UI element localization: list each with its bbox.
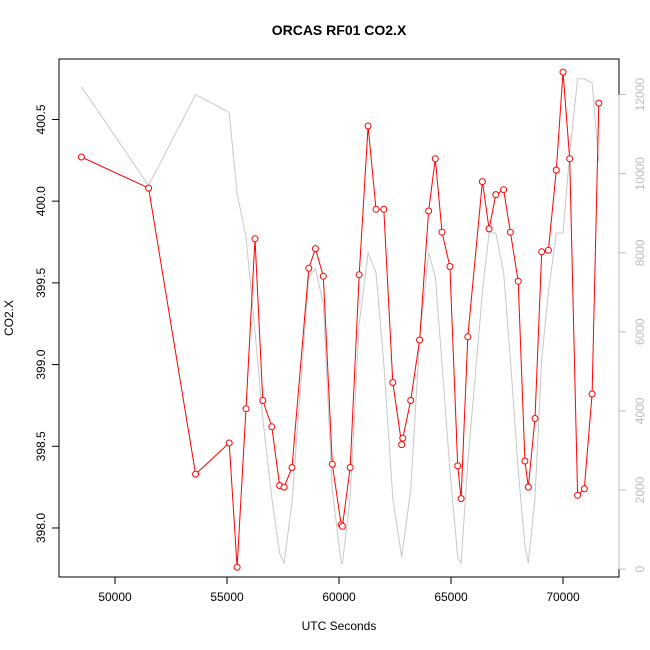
co2-point — [559, 68, 567, 76]
co2-point — [280, 483, 288, 491]
y-tick-label: 400.5 — [34, 104, 48, 134]
altitude-line — [80, 78, 600, 566]
co2-point — [524, 483, 532, 491]
y2-tick-label: 0 — [633, 565, 647, 572]
co2-series — [77, 68, 603, 571]
co2-point — [454, 462, 462, 470]
co2-point — [544, 246, 552, 254]
co2-point — [425, 207, 433, 215]
co2-point — [407, 397, 415, 404]
co2-point — [500, 186, 508, 194]
co2-point — [372, 205, 380, 213]
y2-tick-label: 8000 — [633, 239, 647, 266]
y-axis-label: CO2.X — [2, 300, 16, 336]
co2-point — [389, 379, 397, 386]
co2-point — [319, 272, 327, 280]
y-tick-label: 399.5 — [34, 268, 48, 298]
co2-point — [531, 415, 539, 422]
co2-point — [305, 264, 313, 272]
y2-tick-label: 4000 — [633, 397, 647, 424]
y-axis-right: 0 2000 4000 6000 8000 10000 12000 — [618, 78, 647, 572]
y-axis-left: 398.0 398.5 399.0 399.5 400.0 400.5 — [34, 104, 60, 543]
co2-point — [225, 439, 233, 447]
co2-point — [485, 225, 493, 233]
x-axis: 50000 55000 60000 65000 70000 — [98, 576, 580, 604]
x-axis-label: UTC Seconds — [302, 619, 377, 633]
co2-point — [478, 178, 486, 186]
co2-point — [552, 166, 560, 174]
co2-point — [192, 470, 200, 478]
co2-point — [506, 228, 514, 236]
x-tick-label: 65000 — [434, 590, 468, 604]
co2-point — [346, 464, 354, 471]
y-tick-label: 400.0 — [34, 186, 48, 216]
co2-point — [328, 460, 336, 468]
co2-point — [438, 228, 446, 236]
co2-point — [242, 405, 250, 413]
y-tick-label: 399.0 — [34, 349, 48, 379]
x-tick-label: 70000 — [546, 590, 580, 604]
co2-point — [521, 457, 529, 465]
co2-point — [268, 423, 276, 431]
co2-line — [81, 72, 600, 568]
co2-point — [355, 271, 363, 279]
co2-point — [538, 248, 546, 256]
co2-point — [566, 155, 574, 163]
co2-point — [580, 485, 588, 493]
y2-tick-label: 6000 — [633, 318, 647, 345]
x-tick-label: 55000 — [210, 590, 244, 604]
y2-tick-label: 2000 — [633, 476, 647, 503]
x-tick-label: 60000 — [322, 590, 356, 604]
co2-point — [431, 155, 439, 163]
co2-point — [288, 464, 296, 471]
co2-point — [446, 263, 454, 270]
co2-point — [574, 491, 582, 499]
chart-title: ORCAS RF01 CO2.X — [272, 22, 407, 38]
co2-point — [338, 522, 346, 530]
co2-point — [457, 495, 465, 503]
co2-point — [145, 184, 153, 192]
y-tick-label: 398.0 — [34, 513, 48, 543]
co2-point — [492, 191, 500, 199]
co2-point — [514, 277, 522, 285]
co2-point — [380, 205, 388, 213]
y2-tick-label: 10000 — [633, 157, 647, 191]
y-tick-label: 398.5 — [34, 431, 48, 461]
co2-point — [233, 563, 241, 571]
altitude-series — [80, 78, 600, 566]
co2-point — [399, 434, 407, 442]
co2-point — [364, 122, 372, 130]
y2-tick-label: 12000 — [633, 78, 647, 112]
co2-point — [588, 390, 596, 398]
co2-point — [398, 441, 406, 449]
co2-point — [464, 333, 472, 341]
co2-point — [251, 235, 259, 243]
co2-point — [595, 99, 603, 107]
co2-point — [259, 397, 267, 404]
co2-point — [77, 153, 85, 161]
co2-point — [416, 336, 424, 344]
co2-point — [312, 245, 319, 253]
x-tick-label: 50000 — [98, 590, 132, 604]
